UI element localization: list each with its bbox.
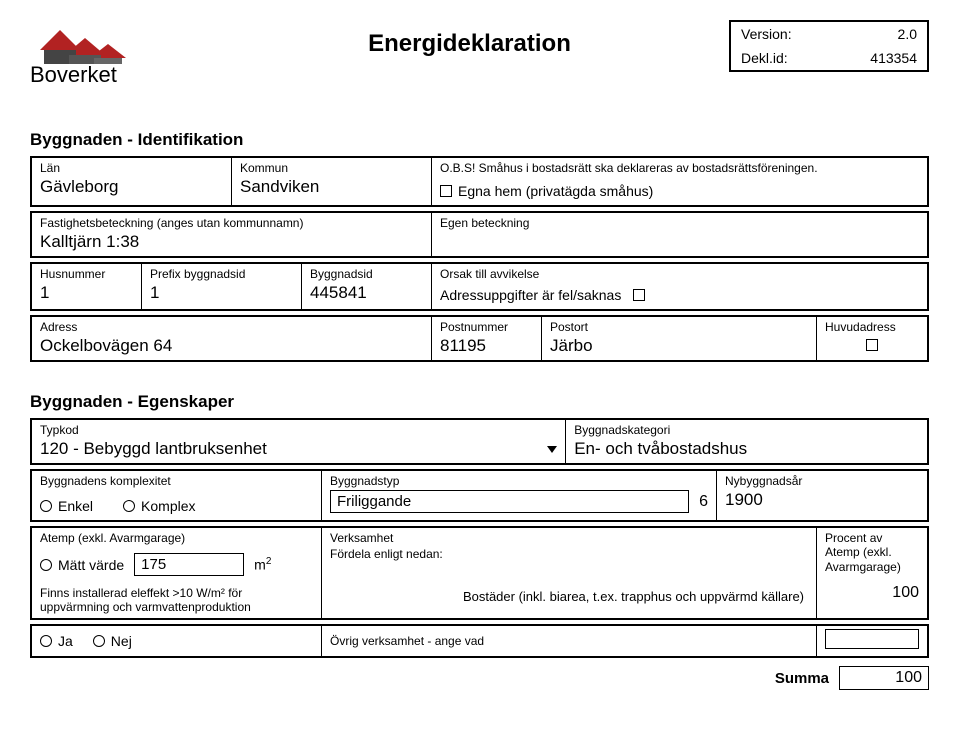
atemp-label: Atemp (exkl. Avarmgarage) — [40, 531, 313, 545]
egen-value — [440, 232, 919, 252]
huvud-checkbox[interactable] — [866, 339, 878, 351]
nej-label: Nej — [111, 633, 132, 649]
postort-label: Postort — [550, 320, 808, 334]
fordela-label: Fördela enligt nedan: — [330, 547, 808, 561]
version-label: Version: — [741, 26, 898, 42]
identifikation-title: Byggnaden - Identifikation — [30, 130, 929, 150]
enkel-radio[interactable] — [40, 500, 52, 512]
husnummer-value: 1 — [40, 283, 133, 303]
kategori-value: En- och tvåbostadshus — [574, 439, 919, 459]
matt-value[interactable]: 175 — [134, 553, 244, 576]
byggnadstyp-num: 6 — [699, 493, 708, 511]
egna-hem-label: Egna hem (privatägda småhus) — [458, 183, 653, 199]
id-row4: Adress Ockelbovägen 64 Postnummer 81195 … — [30, 315, 929, 362]
kommun-value: Sandviken — [240, 177, 423, 197]
summa-row: Summa 100 — [30, 666, 929, 690]
fastighet-value: Kalltjärn 1:38 — [40, 232, 423, 252]
enkel-label: Enkel — [58, 498, 93, 514]
id-row3: Husnummer 1 Prefix byggnadsid 1 Byggnads… — [30, 262, 929, 311]
obs-note: O.B.S! Småhus i bostadsrätt ska deklarer… — [440, 161, 919, 175]
adressupp-label: Adressuppgifter är fel/saknas — [440, 287, 621, 303]
fastighet-label: Fastighetsbeteckning (anges utan kommunn… — [40, 216, 423, 230]
logo: Boverket — [30, 20, 210, 90]
byggnadsid-value: 445841 — [310, 283, 423, 303]
komplex-opt-label: Komplex — [141, 498, 195, 514]
typkod-select[interactable]: 120 - Bebyggd lantbruksenhet — [40, 439, 557, 459]
doc-title: Energideklaration — [368, 30, 571, 57]
egenskaper-title: Byggnaden - Egenskaper — [30, 392, 929, 412]
logo-text: Boverket — [30, 62, 117, 87]
id-row2: Fastighetsbeteckning (anges utan kommunn… — [30, 211, 929, 258]
egna-hem-checkbox[interactable] — [440, 185, 452, 197]
byggnadsid-label: Byggnadsid — [310, 267, 423, 281]
eg-row4: Ja Nej Övrig verksamhet - ange vad — [30, 624, 929, 658]
prefix-label: Prefix byggnadsid — [150, 267, 293, 281]
m2-unit: m2 — [254, 556, 271, 573]
page-header: Boverket Energideklaration Version: 2.0 … — [30, 20, 929, 90]
adressupp-checkbox[interactable] — [633, 289, 645, 301]
matt-label: Mätt värde — [58, 557, 124, 573]
boverket-logo-icon: Boverket — [30, 20, 190, 90]
id-row1: Län Gävleborg Kommun Sandviken O.B.S! Sm… — [30, 156, 929, 207]
procent1-value: 100 — [825, 584, 919, 602]
ja-label: Ja — [58, 633, 73, 649]
lan-label: Län — [40, 161, 223, 175]
postnr-value: 81195 — [440, 336, 533, 356]
husnummer-label: Husnummer — [40, 267, 133, 281]
kategori-label: Byggnadskategori — [574, 423, 919, 437]
nej-radio[interactable] — [93, 635, 105, 647]
egen-label: Egen beteckning — [440, 216, 919, 230]
ja-radio[interactable] — [40, 635, 52, 647]
byggnadstyp-value[interactable]: Friliggande — [330, 490, 689, 513]
ar-label: Nybyggnadsår — [725, 474, 919, 488]
ovrig-label: Övrig verksamhet - ange vad — [330, 634, 484, 648]
komplex-radio[interactable] — [123, 500, 135, 512]
deklid-label: Dekl.id: — [741, 50, 870, 66]
kommun-label: Kommun — [240, 161, 423, 175]
huvud-label: Huvudadress — [825, 320, 919, 334]
verksamhet-label: Verksamhet — [330, 531, 808, 545]
doc-title-block: Energideklaration — [210, 20, 729, 58]
summa-label: Summa — [775, 670, 829, 687]
bostader-label: Bostäder (inkl. biarea, t.ex. trapphus o… — [330, 589, 808, 604]
lan-value: Gävleborg — [40, 177, 223, 197]
prefix-value: 1 — [150, 283, 293, 303]
eg-row1: Typkod 120 - Bebyggd lantbruksenhet Bygg… — [30, 418, 929, 465]
eg-row2: Byggnadens komplexitet Enkel Komplex Byg… — [30, 469, 929, 522]
deklid-value: 413354 — [870, 50, 917, 66]
adress-value: Ockelbovägen 64 — [40, 336, 423, 356]
version-value: 2.0 — [898, 26, 917, 42]
adress-label: Adress — [40, 320, 423, 334]
typkod-value: 120 - Bebyggd lantbruksenhet — [40, 439, 267, 459]
postnr-label: Postnummer — [440, 320, 533, 334]
identifikation-section: Byggnaden - Identifikation Län Gävleborg… — [30, 130, 929, 362]
procent-label: Procent av Atemp (exkl. Avarmgarage) — [825, 531, 919, 574]
postort-value: Järbo — [550, 336, 808, 356]
egenskaper-section: Byggnaden - Egenskaper Typkod 120 - Beby… — [30, 392, 929, 690]
meta-box: Version: 2.0 Dekl.id: 413354 — [729, 20, 929, 72]
komplex-label: Byggnadens komplexitet — [40, 474, 313, 488]
typkod-label: Typkod — [40, 423, 557, 437]
ovrig-procent-field[interactable] — [825, 629, 919, 649]
ar-value: 1900 — [725, 490, 919, 510]
finns-label: Finns installerad eleffekt >10 W/m² för … — [40, 586, 313, 614]
matt-radio[interactable] — [40, 559, 52, 571]
summa-value: 100 — [839, 666, 929, 690]
chevron-down-icon — [547, 446, 557, 453]
eg-row3: Atemp (exkl. Avarmgarage) Mätt värde 175… — [30, 526, 929, 620]
byggnadstyp-label: Byggnadstyp — [330, 474, 708, 488]
orsak-label: Orsak till avvikelse — [440, 267, 919, 281]
